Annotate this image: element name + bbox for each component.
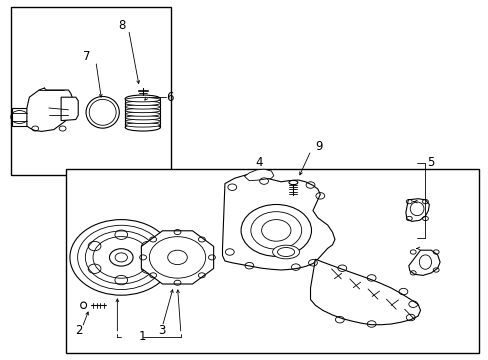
Circle shape	[115, 253, 127, 262]
Polygon shape	[12, 108, 27, 126]
Ellipse shape	[409, 202, 423, 216]
Ellipse shape	[125, 108, 160, 113]
Ellipse shape	[125, 123, 160, 127]
Ellipse shape	[86, 96, 119, 128]
Ellipse shape	[418, 255, 431, 269]
Text: 8: 8	[118, 19, 126, 32]
Bar	[66, 169, 478, 353]
Ellipse shape	[125, 95, 160, 102]
Ellipse shape	[125, 119, 160, 123]
Ellipse shape	[288, 180, 297, 185]
Text: 5: 5	[427, 156, 434, 169]
Polygon shape	[244, 169, 273, 181]
Text: 4: 4	[255, 156, 263, 169]
Ellipse shape	[125, 112, 160, 116]
Ellipse shape	[125, 116, 160, 120]
Polygon shape	[310, 259, 420, 325]
Polygon shape	[405, 199, 428, 221]
Ellipse shape	[277, 248, 294, 256]
Ellipse shape	[81, 302, 86, 309]
Text: 3: 3	[158, 324, 166, 337]
Text: 2: 2	[75, 324, 83, 337]
Polygon shape	[141, 231, 213, 284]
Ellipse shape	[125, 124, 160, 131]
Ellipse shape	[272, 245, 299, 259]
Text: 6: 6	[166, 91, 174, 104]
Bar	[11, 7, 171, 175]
Polygon shape	[27, 88, 73, 131]
Polygon shape	[408, 250, 439, 275]
Text: 1: 1	[139, 330, 146, 343]
Polygon shape	[222, 175, 334, 270]
Ellipse shape	[125, 101, 160, 105]
Circle shape	[109, 249, 133, 266]
Ellipse shape	[125, 98, 160, 102]
Ellipse shape	[125, 105, 160, 109]
Text: 7: 7	[83, 50, 91, 63]
Ellipse shape	[89, 99, 116, 125]
Polygon shape	[61, 97, 78, 121]
Text: 9: 9	[315, 140, 323, 153]
